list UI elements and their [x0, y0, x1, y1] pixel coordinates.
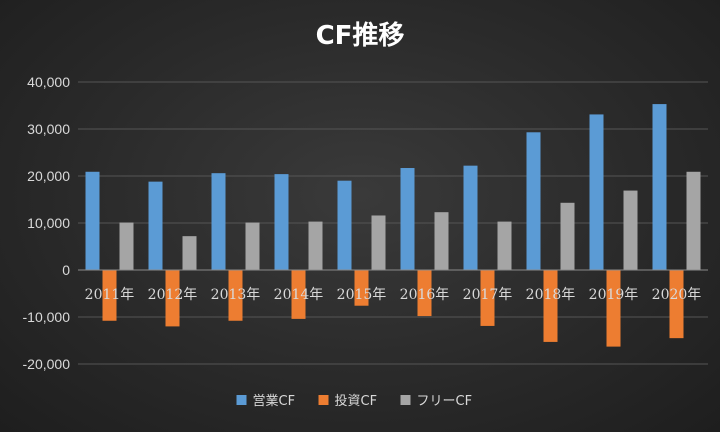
operating-cf-bar: [85, 171, 100, 270]
investing-cf-bar: [606, 270, 621, 347]
operating-cf-bar: [337, 180, 352, 270]
operating-cf-bar: [148, 181, 163, 270]
operating-cf-bar: [274, 174, 289, 270]
legend-free-cf-swatch: [400, 395, 411, 405]
free-cf-bar: [245, 222, 260, 270]
x-tick-label: 2013年: [211, 287, 261, 303]
operating-cf-bar: [400, 168, 415, 270]
legend-free-cf-label: フリーCF: [417, 394, 473, 409]
free-cf-bar: [371, 215, 386, 270]
y-axis-ticks: 40,000 30,000 20,000 10,000 0 -10,000 -20,000: [23, 74, 71, 372]
investing-cf-bar: [291, 270, 306, 319]
legend-investing-cf-label: 投資CF: [335, 393, 378, 409]
investing-cf-bar: [417, 270, 432, 317]
free-cf-bar: [497, 221, 512, 270]
y-tick-label: 0: [62, 262, 70, 278]
investing-cf-bar: [228, 270, 243, 321]
x-tick-label: 2011年: [85, 287, 135, 303]
operating-cf-bar: [526, 132, 541, 270]
free-cf-bar: [560, 202, 575, 270]
x-tick-label: 2014年: [274, 287, 324, 303]
x-tick-label: 2018年: [526, 287, 576, 303]
legend: 営業CF 投資CF フリーCF: [236, 393, 473, 409]
gridlines: [78, 81, 708, 365]
investing-cf-bar: [102, 270, 117, 321]
x-tick-label: 2012年: [148, 287, 198, 303]
free-cf-bar: [308, 221, 323, 270]
free-cf-bar: [119, 222, 134, 270]
x-axis-ticks: 2011年 2012年 2013年 2014年 2015年 2016年 2017年 2018年…: [85, 287, 702, 303]
bars: [85, 104, 701, 347]
legend-operating-cf-label: 営業CF: [253, 393, 296, 409]
y-tick-label: -10,000: [23, 309, 71, 325]
x-tick-label: 2017年: [463, 287, 513, 303]
x-tick-label: 2016年: [400, 287, 450, 303]
free-cf-bar: [434, 212, 449, 270]
y-tick-label: 20,000: [27, 168, 70, 184]
x-tick-label: 2020年: [652, 287, 702, 303]
y-tick-label: -20,000: [23, 356, 71, 372]
chart-title: CF推移: [316, 21, 405, 51]
free-cf-bar: [686, 171, 701, 270]
operating-cf-bar: [463, 165, 478, 270]
investing-cf-bar: [669, 270, 684, 339]
x-tick-label: 2015年: [337, 287, 387, 303]
operating-cf-bar: [589, 114, 604, 271]
legend-operating-cf-swatch: [236, 395, 247, 405]
y-tick-label: 40,000: [27, 74, 70, 90]
investing-cf-bar: [165, 270, 180, 327]
investing-cf-bar: [543, 270, 558, 342]
legend-investing-cf-swatch: [318, 395, 329, 405]
operating-cf-bar: [211, 173, 226, 270]
investing-cf-bar: [354, 270, 369, 306]
operating-cf-bar: [652, 104, 667, 270]
free-cf-bar: [623, 190, 638, 270]
investing-cf-bar: [480, 270, 495, 326]
free-cf-bar: [182, 236, 197, 270]
x-tick-label: 2019年: [589, 287, 639, 303]
y-tick-label: 10,000: [27, 215, 70, 231]
y-tick-label: 30,000: [27, 121, 70, 137]
